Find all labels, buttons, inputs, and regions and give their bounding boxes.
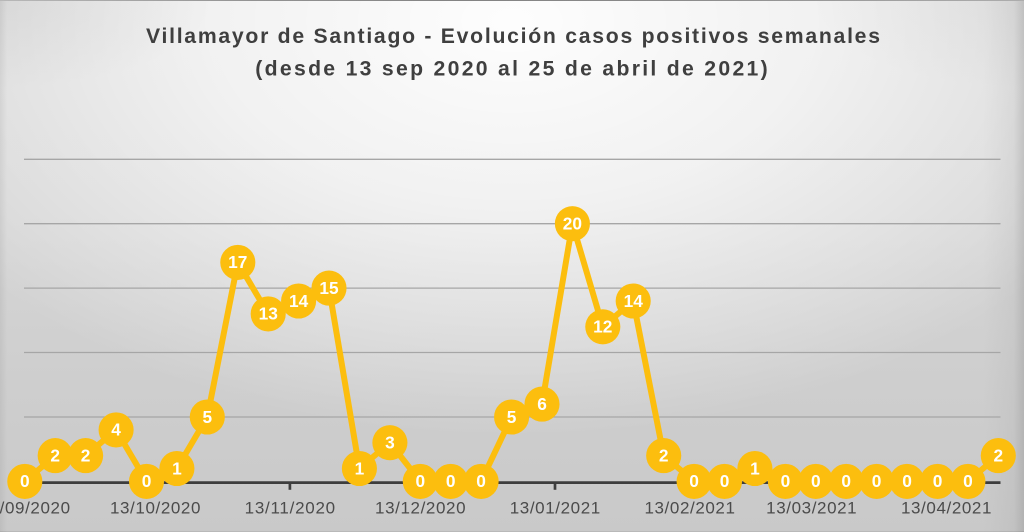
svg-text:4: 4 <box>111 420 121 440</box>
svg-text:1: 1 <box>750 458 760 478</box>
svg-text:13/03/2021: 13/03/2021 <box>766 498 857 517</box>
svg-text:0: 0 <box>811 471 821 491</box>
svg-text:6: 6 <box>537 394 547 414</box>
svg-text:14: 14 <box>624 291 644 311</box>
svg-text:17: 17 <box>228 252 247 272</box>
svg-text:20: 20 <box>563 214 582 234</box>
svg-text:5: 5 <box>507 407 517 427</box>
svg-text:0: 0 <box>720 471 730 491</box>
svg-text:Villamayor de Santiago - Evolu: Villamayor de Santiago - Evolución casos… <box>146 25 880 48</box>
svg-text:13/02/2021: 13/02/2021 <box>644 498 735 517</box>
svg-text:0: 0 <box>476 471 486 491</box>
svg-text:0: 0 <box>781 471 791 491</box>
svg-text:15: 15 <box>319 278 339 298</box>
svg-text:12: 12 <box>593 317 612 337</box>
svg-text:14: 14 <box>289 291 309 311</box>
svg-text:0: 0 <box>446 471 456 491</box>
svg-text:13/04/2021: 13/04/2021 <box>901 498 991 517</box>
svg-text:0: 0 <box>689 471 699 491</box>
svg-text:13/11/2020: 13/11/2020 <box>245 498 336 517</box>
svg-text:0: 0 <box>963 471 973 491</box>
svg-text:3: 3 <box>385 433 395 453</box>
svg-text:13: 13 <box>259 304 278 324</box>
svg-text:0: 0 <box>841 471 851 491</box>
svg-text:0: 0 <box>20 471 30 491</box>
svg-text:0: 0 <box>872 471 882 491</box>
svg-text:13/09/2020: 13/09/2020 <box>0 498 70 517</box>
svg-text:13/12/2020: 13/12/2020 <box>375 498 466 517</box>
svg-text:0: 0 <box>415 471 425 491</box>
svg-text:0: 0 <box>142 471 152 491</box>
svg-text:13/01/2021: 13/01/2021 <box>510 498 601 517</box>
svg-text:2: 2 <box>659 445 669 465</box>
svg-text:5: 5 <box>202 407 212 427</box>
svg-text:2: 2 <box>993 445 1003 465</box>
svg-text:13/10/2020: 13/10/2020 <box>110 498 201 517</box>
svg-text:1: 1 <box>355 458 365 478</box>
svg-text:(desde 13 sep 2020 al 25 de ab: (desde 13 sep 2020 al 25 de abril de 202… <box>255 57 767 80</box>
svg-text:1: 1 <box>172 458 182 478</box>
svg-text:0: 0 <box>933 471 943 491</box>
svg-text:2: 2 <box>50 445 60 465</box>
svg-text:0: 0 <box>902 471 912 491</box>
svg-text:2: 2 <box>81 445 91 465</box>
